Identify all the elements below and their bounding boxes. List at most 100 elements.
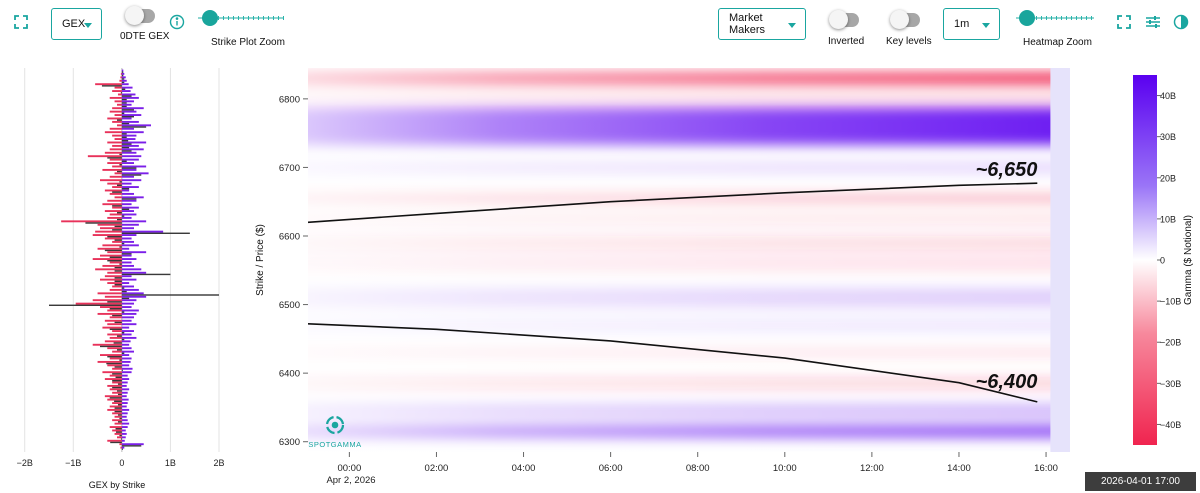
key-levels-toggle[interactable]	[890, 10, 920, 29]
strike-plot-zoom-slider[interactable]	[198, 9, 284, 27]
gex-put-bar	[112, 391, 122, 394]
gex-call-bar	[121, 333, 132, 336]
heatmap-future-zone	[1050, 68, 1070, 452]
gex-call-bar	[121, 134, 137, 137]
fullscreen-icon[interactable]	[1113, 11, 1135, 33]
fullscreen-icon[interactable]	[10, 11, 32, 33]
gex-call-bar	[121, 426, 128, 428]
gex-x-tick-label: −1B	[65, 458, 81, 468]
gex-total-bar	[121, 81, 125, 84]
gex-call-bar	[121, 131, 144, 134]
gex-call-bar	[121, 429, 126, 432]
gex-put-bar	[109, 148, 122, 151]
gex-put-bar	[112, 120, 122, 123]
heatmap-date-label: Apr 2, 2026	[326, 475, 375, 486]
gex-call-bar	[121, 203, 132, 206]
gex-put-bar	[120, 446, 122, 449]
gex-total-bar	[114, 284, 122, 286]
gex-total-bar	[109, 328, 122, 330]
gex-put-bar	[104, 319, 122, 322]
gex-total-bar	[121, 98, 127, 101]
gex-total-bar	[121, 311, 125, 313]
gex-total-bar	[112, 314, 122, 317]
gex-put-bar	[109, 426, 122, 428]
gex-put-bar	[107, 333, 122, 336]
interval-select-value: 1m	[954, 18, 970, 30]
gex-total-bar	[106, 362, 122, 365]
gex-call-bar	[121, 103, 132, 106]
gex-total-bar	[49, 304, 122, 306]
gex-put-bar	[97, 312, 122, 315]
gex-call-bar	[121, 336, 137, 339]
gex-x-tick-label: 2B	[213, 458, 224, 468]
gex-total-bar	[112, 205, 122, 207]
heatmap-zoom-slider[interactable]	[1016, 9, 1094, 27]
gex-call-bar	[121, 292, 144, 295]
gex-call-bar	[121, 199, 137, 202]
gex-call-bar	[121, 182, 132, 185]
gex-call-bar	[121, 172, 149, 175]
colorbar-tick-label: 40B	[1160, 91, 1176, 101]
gex-call-bar	[121, 165, 147, 168]
gex-total-bar	[107, 157, 122, 159]
gex-total-bar	[114, 321, 122, 324]
slider-thumb[interactable]	[202, 10, 218, 26]
gex-put-bar	[95, 83, 122, 86]
gex-put-bar	[112, 381, 122, 384]
gex-call-bar	[121, 391, 128, 394]
odte-gex-label: 0DTE GEX	[120, 31, 170, 42]
gex-total-bar	[117, 414, 122, 416]
gex-put-bar	[109, 127, 122, 130]
gex-call-bar	[121, 388, 130, 391]
gex-call-bar	[121, 223, 139, 226]
gex-put-bar	[112, 350, 122, 353]
info-icon[interactable]	[166, 11, 188, 33]
gex-total-bar	[119, 153, 122, 156]
gex-put-bar	[114, 138, 122, 140]
gex-total-bar	[117, 383, 122, 385]
inverted-toggle[interactable]	[829, 10, 859, 29]
gex-call-bar	[121, 141, 147, 144]
x-tick-label: 12:00	[860, 463, 884, 474]
gex-call-bar	[121, 278, 137, 281]
odte-gex-toggle[interactable]	[125, 6, 155, 25]
gex-total-bar	[114, 239, 122, 241]
gex-put-bar	[97, 360, 122, 363]
gex-call-bar	[121, 446, 125, 449]
gex-put-bar	[112, 144, 122, 147]
participant-select[interactable]: Market Makers	[718, 8, 806, 40]
gex-put-bar	[112, 412, 122, 415]
gex-total-bar	[117, 218, 122, 221]
gex-put-bar	[107, 323, 122, 326]
gex-total-bar	[121, 146, 130, 149]
gex-call-bar	[121, 124, 151, 127]
gex-put-bar	[102, 371, 122, 374]
gex-total-bar	[115, 428, 122, 430]
gex-call-bar	[121, 162, 134, 164]
gex-select[interactable]: GEX	[51, 8, 102, 40]
gex-call-bar	[121, 285, 134, 288]
colorbar-tick-label: −20B	[1160, 338, 1181, 348]
gex-total-bar	[121, 188, 130, 190]
contrast-icon[interactable]	[1170, 11, 1192, 33]
gex-total-bar	[117, 404, 122, 406]
gex-put-bar	[112, 419, 122, 422]
slider-thumb[interactable]	[1019, 10, 1035, 26]
gex-total-bar	[121, 352, 125, 354]
gex-put-bar	[104, 151, 122, 154]
gex-call-bar	[121, 127, 134, 130]
x-tick-label: 10:00	[773, 463, 797, 474]
gex-call-bar	[121, 295, 147, 298]
gex-total-bar	[109, 308, 122, 310]
gex-call-bar	[121, 251, 147, 254]
gex-call-bar	[121, 419, 128, 422]
gex-put-bar	[104, 395, 122, 398]
gex-put-bar	[112, 330, 122, 332]
gex-call-bar	[121, 76, 126, 79]
gex-total-bar	[121, 88, 126, 90]
gex-put-bar	[104, 378, 122, 380]
sliders-icon[interactable]	[1142, 11, 1164, 33]
interval-select[interactable]: 1m	[943, 8, 1000, 40]
colorbar-tick-label: 20B	[1160, 173, 1176, 183]
gex-put-bar	[92, 234, 122, 236]
